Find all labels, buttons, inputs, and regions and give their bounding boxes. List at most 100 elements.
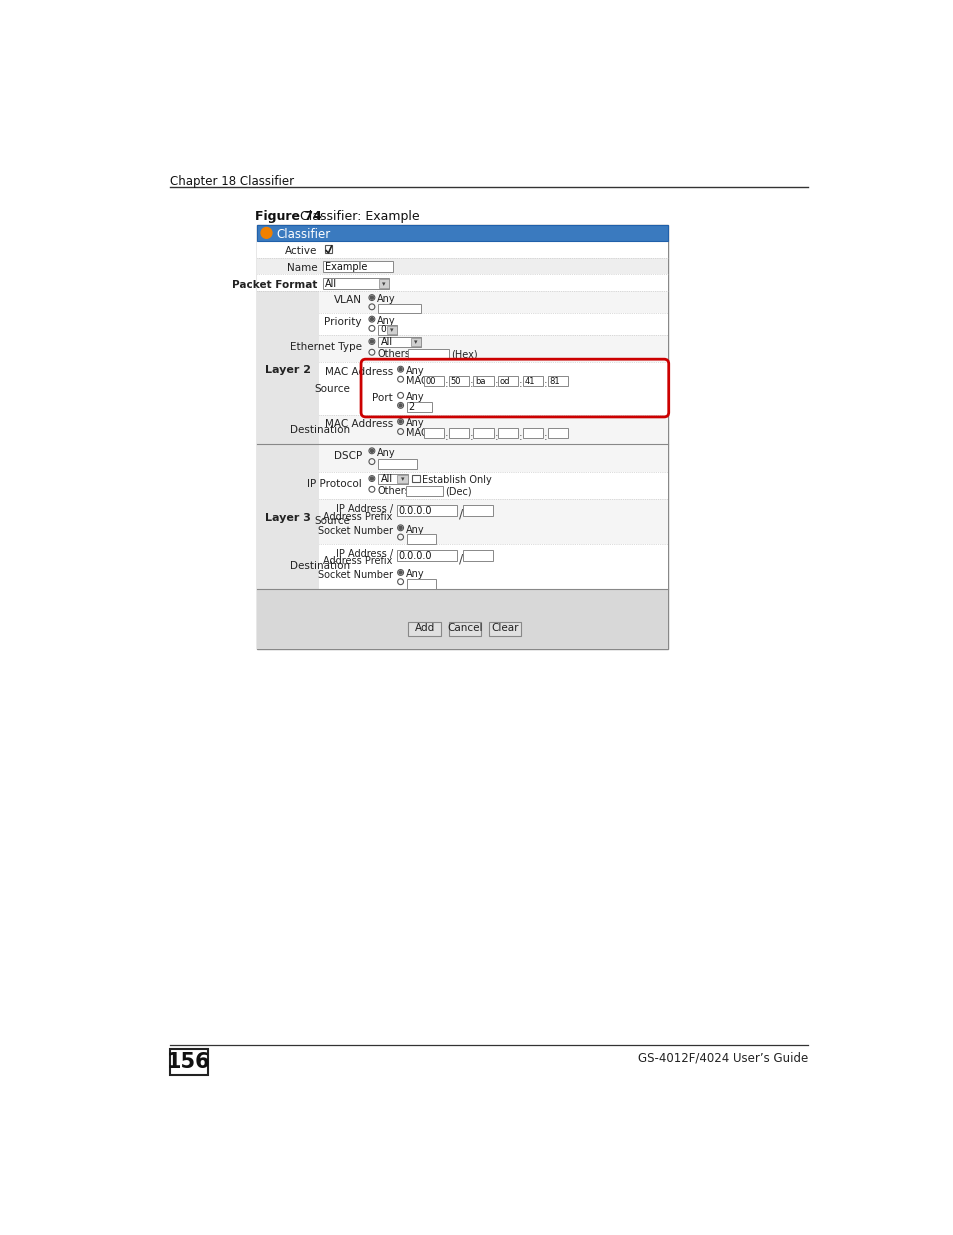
Text: MAC Address: MAC Address [324,367,393,377]
Text: Establish Only: Establish Only [422,475,492,485]
Text: Classifier: Example: Classifier: Example [299,210,419,222]
Text: 0.0.0.0: 0.0.0.0 [397,551,432,561]
Text: DSCP: DSCP [334,451,361,461]
Bar [463,550,493,561]
Circle shape [370,477,373,480]
Text: Example: Example [324,262,367,272]
Text: ▾: ▾ [390,327,393,333]
Text: ▾: ▾ [382,280,385,287]
Text: od: od [499,377,510,385]
Text: :: : [494,431,497,442]
Text: Source: Source [314,384,350,394]
Text: 00: 00 [425,377,436,385]
Text: :: : [469,379,473,389]
Bar [473,377,493,387]
Bar [257,274,667,291]
Text: 0.0.0.0: 0.0.0.0 [397,506,432,516]
Text: MAC: MAC [406,429,427,438]
Text: (Dec): (Dec) [445,487,472,496]
Text: Any: Any [406,525,424,535]
Bar [396,550,456,561]
Text: IP Address /: IP Address / [335,548,393,558]
Bar [547,377,567,387]
Circle shape [398,526,402,530]
Text: Add: Add [414,624,435,634]
Text: IP Protocol: IP Protocol [307,478,361,489]
Text: Any: Any [406,419,424,429]
Text: All: All [380,474,392,484]
Text: Active: Active [285,246,317,256]
Text: ▾: ▾ [414,338,417,345]
Text: Layer 3: Layer 3 [265,514,311,524]
Bar [448,621,480,636]
Bar [319,543,667,589]
Bar [412,474,419,483]
Text: Chapter 18 Classifier: Chapter 18 Classifier [170,175,294,188]
Bar [257,225,667,648]
Text: IP Address /: IP Address / [335,504,393,514]
Bar [378,279,389,288]
Circle shape [398,368,402,370]
Text: Classifier: Classifier [276,227,331,241]
Text: (Hex): (Hex) [451,350,477,359]
Bar [377,474,407,484]
Bar [324,246,332,253]
Text: Layer 2: Layer 2 [265,364,311,374]
Bar [257,258,667,274]
Bar [423,377,443,387]
Bar [170,1049,208,1076]
Text: All: All [380,337,392,347]
Text: 2: 2 [408,403,415,412]
Bar [406,487,443,496]
Text: Any: Any [377,294,395,305]
Bar [257,291,319,443]
Bar [406,534,436,543]
Text: /: / [458,508,462,521]
Text: Socket Number: Socket Number [317,526,393,536]
Bar [319,472,667,499]
Bar [319,443,667,472]
Bar [319,312,667,335]
Text: Others: Others [377,487,410,496]
Text: Any: Any [406,366,424,377]
Circle shape [370,296,373,299]
Bar [377,304,420,312]
Bar [377,325,396,335]
Text: Address Prefix: Address Prefix [323,511,393,521]
Bar [257,241,667,258]
Text: Any: Any [406,393,424,403]
Circle shape [398,571,402,574]
Bar [408,621,440,636]
Text: MAC Address: MAC Address [324,419,393,430]
Text: Name: Name [287,263,317,273]
Bar [257,589,667,648]
Circle shape [370,317,373,321]
Text: :: : [469,431,473,442]
Text: :: : [543,379,547,389]
Bar [377,337,420,347]
Bar [257,443,319,589]
Bar [463,505,493,516]
Circle shape [370,450,373,452]
Text: Cancel: Cancel [447,624,482,634]
Bar [323,278,389,289]
Text: Clear: Clear [491,624,518,634]
Bar [448,429,468,438]
Text: 0: 0 [380,325,386,335]
Bar [257,225,667,241]
Bar [410,337,420,346]
Text: :: : [444,379,448,389]
Text: Socket Number: Socket Number [317,571,393,580]
Bar [319,335,667,362]
Text: 156: 156 [167,1052,211,1072]
Bar [473,429,493,438]
Text: ▾: ▾ [400,475,404,482]
Bar [257,241,667,648]
Bar [319,291,667,312]
Text: :: : [543,431,547,442]
Bar [319,415,667,443]
Bar [406,579,436,589]
Text: Ethernet Type: Ethernet Type [290,342,361,352]
Bar [522,429,542,438]
Bar [396,505,456,516]
